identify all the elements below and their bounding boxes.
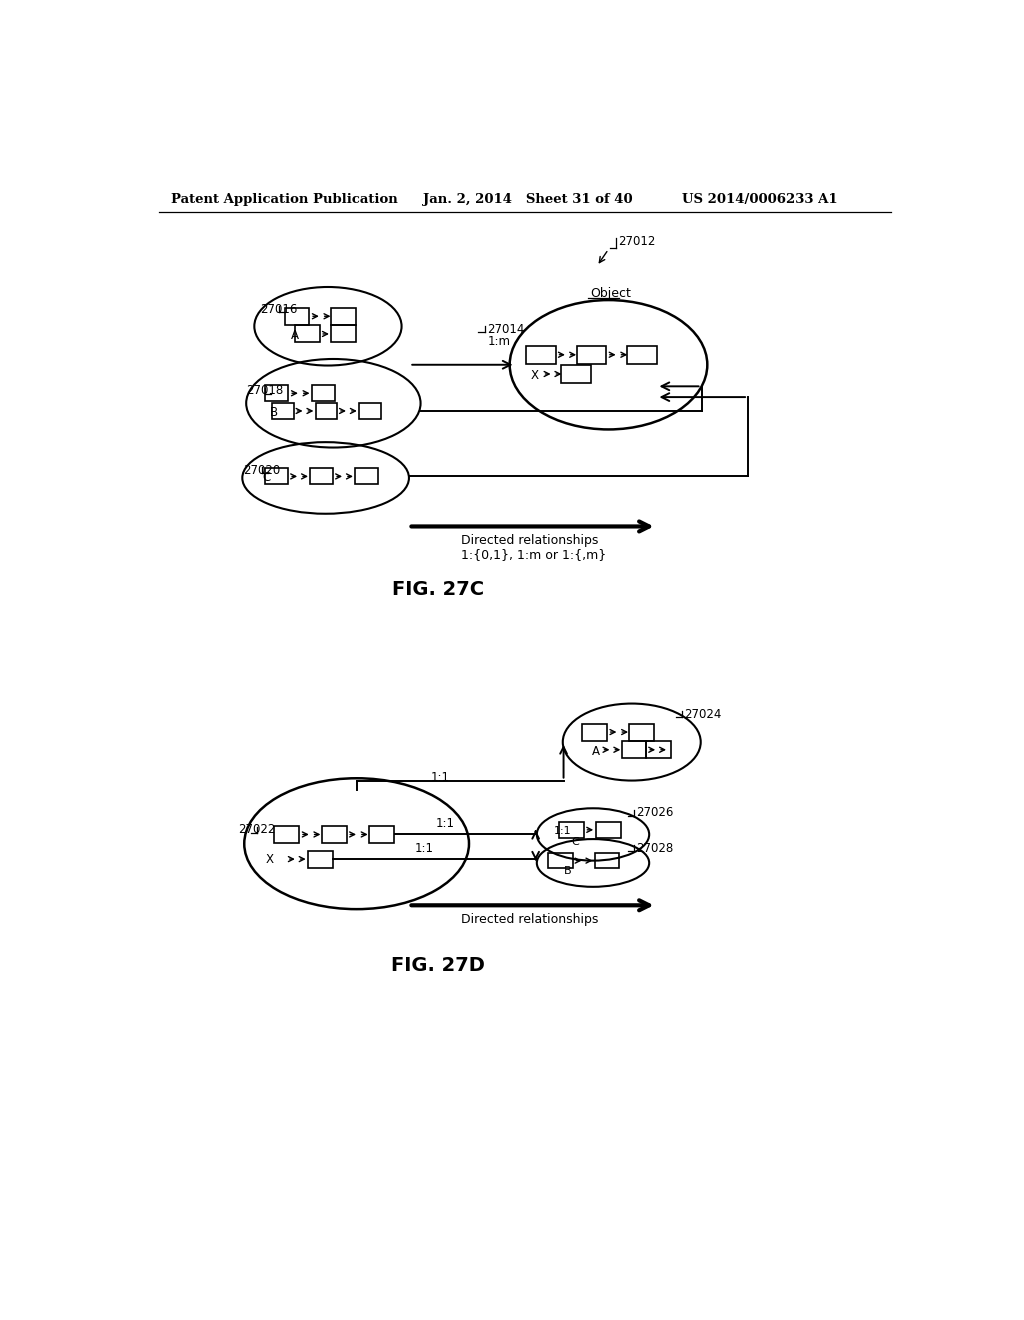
Bar xyxy=(331,326,356,342)
Text: 27024: 27024 xyxy=(684,708,722,721)
Text: 27026: 27026 xyxy=(636,807,674,820)
Bar xyxy=(627,346,656,364)
Bar xyxy=(630,723,654,741)
Text: C: C xyxy=(263,471,271,484)
Text: FIG. 27D: FIG. 27D xyxy=(391,956,485,975)
Text: 27014: 27014 xyxy=(486,323,524,335)
Bar xyxy=(561,364,591,383)
Bar xyxy=(274,826,299,843)
Text: 1:m: 1:m xyxy=(487,335,511,348)
Text: X: X xyxy=(266,853,274,866)
Bar xyxy=(359,403,381,418)
Text: Object: Object xyxy=(590,286,631,300)
Text: B: B xyxy=(564,866,572,876)
Bar xyxy=(646,742,672,758)
Text: 1:{0,1}, 1:m or 1:{,m}: 1:{0,1}, 1:m or 1:{,m} xyxy=(461,548,606,561)
Bar xyxy=(310,469,334,484)
Text: A: A xyxy=(291,329,299,342)
Bar xyxy=(355,469,378,484)
Bar xyxy=(595,853,620,869)
Text: 27020: 27020 xyxy=(243,463,280,477)
Text: US 2014/0006233 A1: US 2014/0006233 A1 xyxy=(682,194,838,206)
Text: Directed relationships: Directed relationships xyxy=(461,912,599,925)
Text: Directed relationships: Directed relationships xyxy=(461,533,599,546)
Bar xyxy=(596,822,621,838)
Bar xyxy=(322,826,346,843)
Text: 1:1: 1:1 xyxy=(554,826,571,837)
Text: 27018: 27018 xyxy=(246,384,283,397)
Text: 27016: 27016 xyxy=(260,302,297,315)
Bar xyxy=(583,723,607,741)
Bar xyxy=(331,308,356,325)
Text: FIG. 27C: FIG. 27C xyxy=(392,579,484,599)
Text: Patent Application Publication: Patent Application Publication xyxy=(171,194,397,206)
Bar xyxy=(265,385,289,401)
Bar xyxy=(369,826,394,843)
Bar xyxy=(311,385,335,401)
Bar xyxy=(315,403,337,418)
Bar xyxy=(548,853,572,869)
Text: 27012: 27012 xyxy=(618,235,656,248)
Bar xyxy=(272,403,294,418)
Bar xyxy=(295,326,321,342)
Bar xyxy=(526,346,556,364)
Text: 1:1: 1:1 xyxy=(415,842,434,855)
Text: A: A xyxy=(592,744,599,758)
Text: 1:1: 1:1 xyxy=(435,817,455,830)
Text: C: C xyxy=(571,837,579,847)
Text: Jan. 2, 2014   Sheet 31 of 40: Jan. 2, 2014 Sheet 31 of 40 xyxy=(423,194,632,206)
Text: B: B xyxy=(270,407,278,418)
Bar xyxy=(559,822,584,838)
Bar xyxy=(622,742,646,758)
Bar xyxy=(265,469,289,484)
Bar xyxy=(577,346,606,364)
Text: 27022: 27022 xyxy=(238,824,275,837)
Text: 27028: 27028 xyxy=(636,842,674,855)
Bar xyxy=(285,308,309,325)
Bar xyxy=(308,850,333,867)
Text: X: X xyxy=(531,370,539,381)
Text: 1:1: 1:1 xyxy=(430,771,450,784)
